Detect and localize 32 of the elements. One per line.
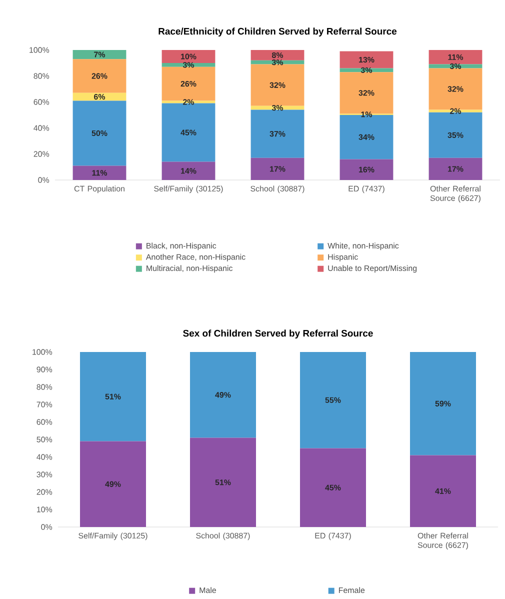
bar: [340, 68, 394, 72]
bar: [250, 158, 304, 180]
bar: [162, 162, 216, 180]
bar: [428, 158, 482, 180]
bar: [250, 106, 304, 110]
chart-title: Race/Ethnicity of Children Served by Referral Source: [158, 28, 397, 36]
bar: [162, 103, 216, 162]
bar: [250, 50, 304, 60]
bar: [162, 50, 216, 63]
bar: [72, 100, 126, 166]
bar: [250, 64, 304, 106]
bar: [190, 438, 256, 527]
bar: [162, 66, 216, 101]
bar: [72, 166, 126, 180]
bar: [410, 352, 476, 456]
bar: [340, 51, 394, 68]
bar: [250, 60, 304, 64]
bar: [80, 441, 146, 527]
chart-title: Sex of Children Served by Referral Source: [183, 330, 373, 339]
bar: [428, 112, 482, 158]
bar: [300, 448, 366, 527]
bar: [410, 455, 476, 527]
bar: [72, 59, 126, 93]
bar: [300, 352, 366, 448]
bar: [72, 50, 126, 60]
bar: [162, 62, 216, 67]
bar: [250, 110, 304, 158]
bar: [428, 68, 482, 110]
bar: [340, 159, 394, 180]
bar: [80, 352, 146, 442]
bar: [190, 352, 256, 438]
bar: [428, 50, 482, 64]
